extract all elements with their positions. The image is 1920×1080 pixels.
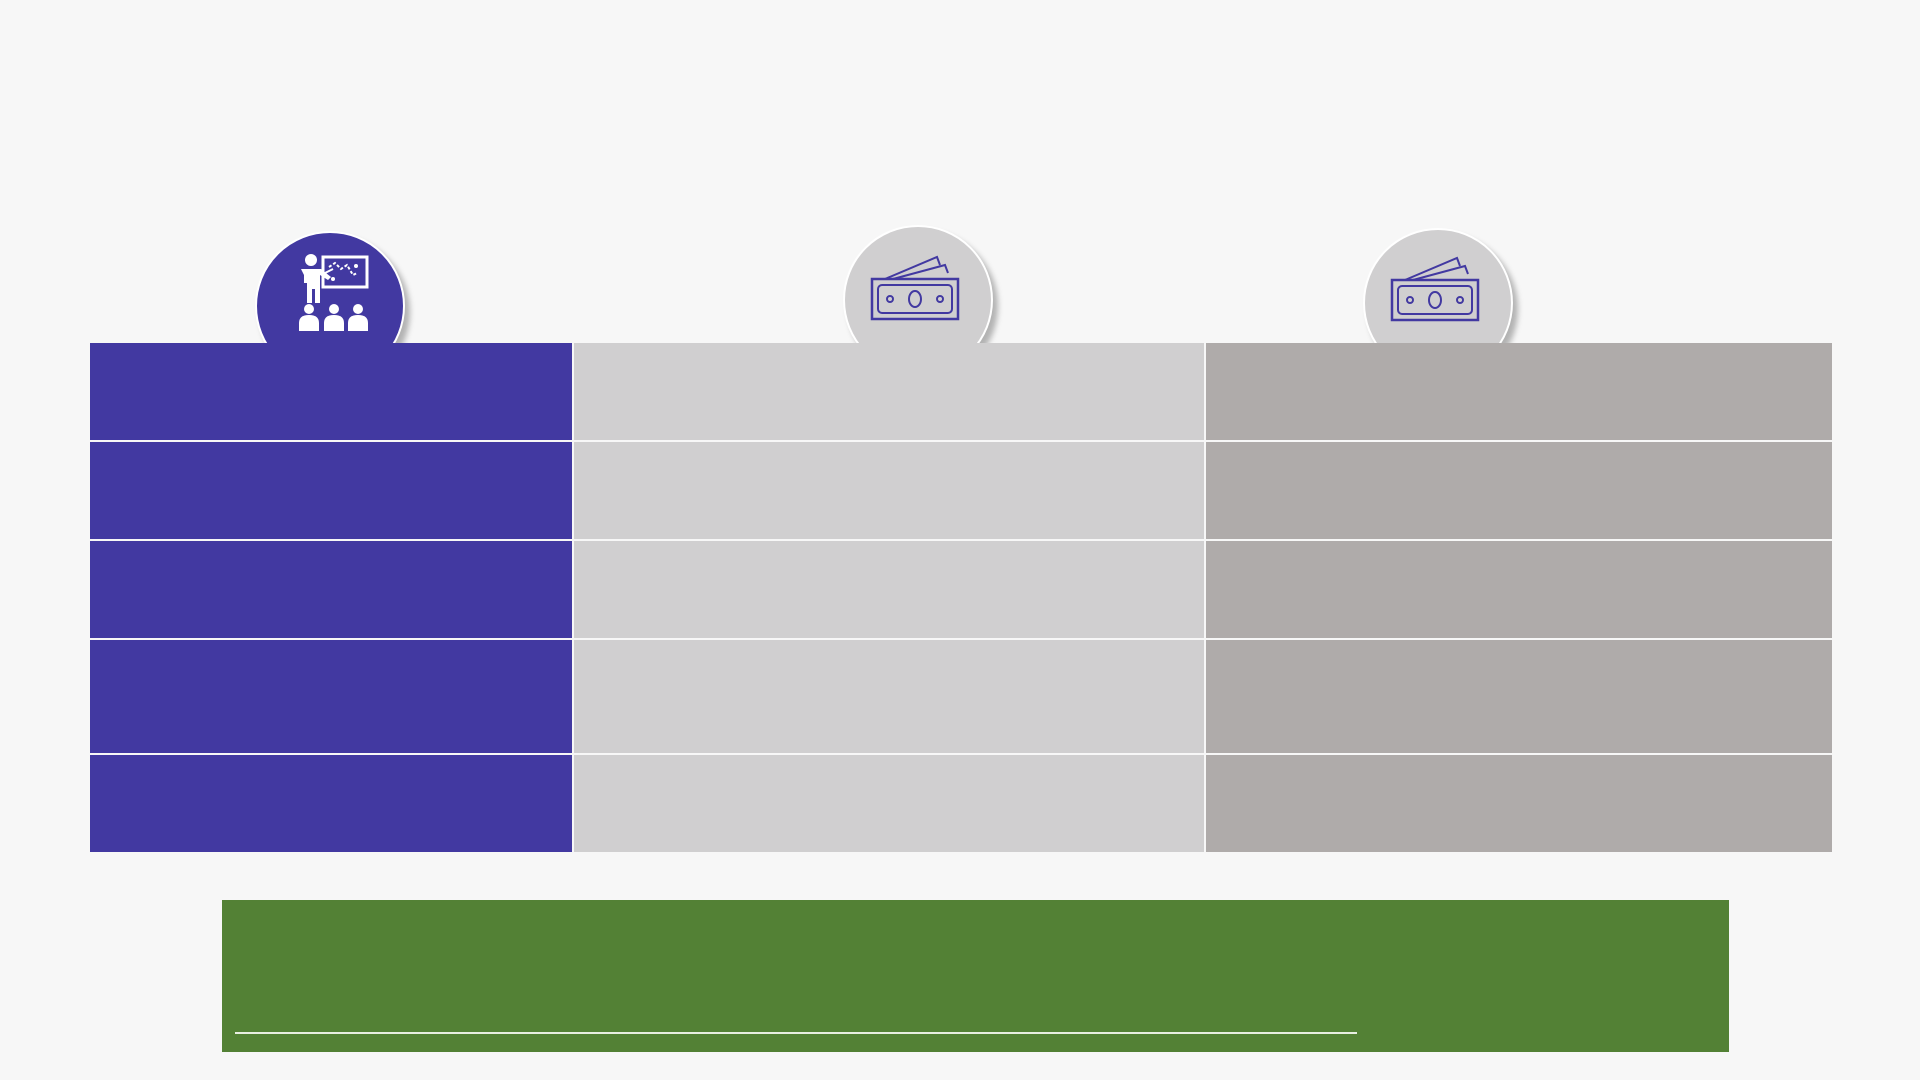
table-cell	[90, 755, 572, 852]
table-cell	[90, 442, 572, 539]
table-cell	[1206, 442, 1832, 539]
comparison-table	[90, 343, 1832, 852]
table-cell	[1206, 541, 1832, 638]
table-cell	[90, 640, 572, 753]
banner-divider	[235, 1032, 1357, 1034]
banknotes-icon	[1390, 256, 1480, 322]
table-cell	[1206, 755, 1832, 852]
table-cell	[574, 541, 1204, 638]
table-cell	[574, 343, 1204, 440]
table-cell	[90, 343, 572, 440]
presentation-teacher-icon	[299, 254, 369, 331]
table-cell	[1206, 640, 1832, 753]
table-cell	[574, 755, 1204, 852]
banner-text	[222, 900, 1729, 940]
table-cell	[90, 541, 572, 638]
banknotes-icon	[870, 255, 960, 321]
table-cell	[574, 442, 1204, 539]
summary-banner	[222, 900, 1729, 1052]
table-cell	[1206, 343, 1832, 440]
table-cell	[574, 640, 1204, 753]
